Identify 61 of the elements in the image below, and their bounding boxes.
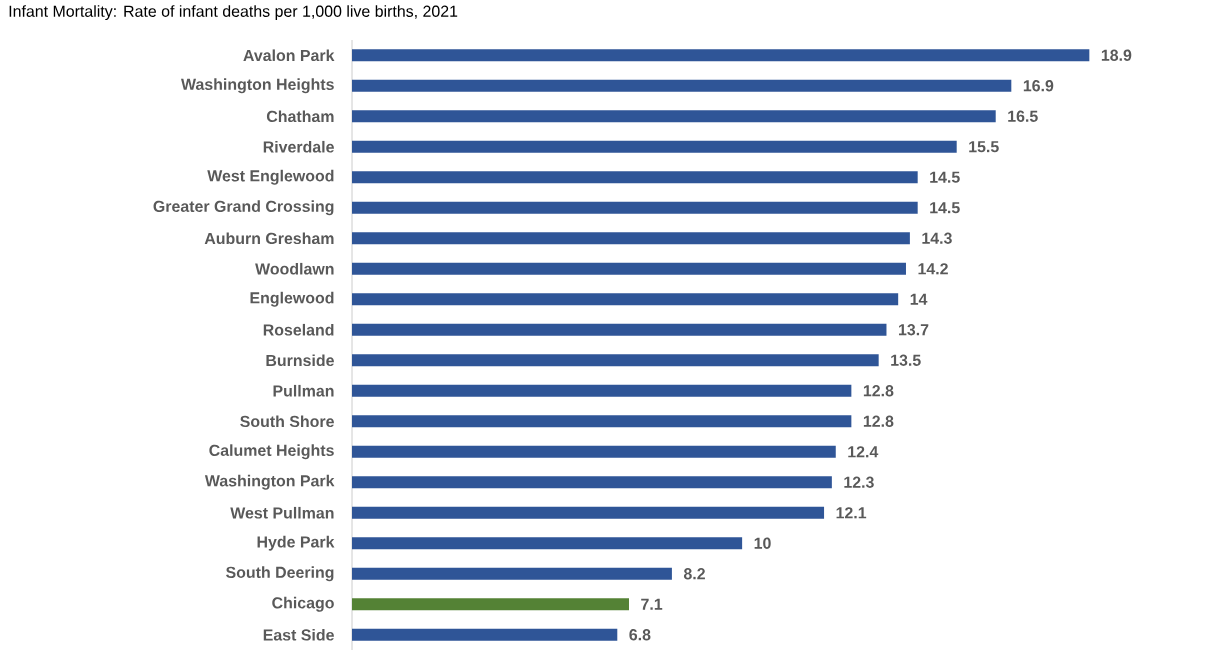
y-tick-label: Washington Heights (181, 78, 334, 94)
y-tick-label: Washington Park (204, 474, 335, 490)
bar (352, 110, 996, 123)
y-tick-label: South Deering (226, 566, 334, 582)
y-tick-label: Englewood (250, 291, 334, 307)
data-label: 15.5 (969, 141, 999, 153)
y-tick-label: West Englewood (207, 169, 334, 185)
data-label: 6.8 (629, 629, 651, 641)
y-tick-label: Riverdale (263, 140, 334, 153)
bar (352, 323, 887, 336)
y-tick-label: Roseland (263, 323, 334, 336)
bar (352, 567, 672, 580)
data-label: 12.4 (848, 446, 879, 458)
data-label: 16.5 (1008, 110, 1038, 122)
y-tick-label: Avalon Park (243, 49, 335, 62)
y-tick-label: East Side (263, 628, 334, 641)
y-tick-label: Greater Grand Crossing (153, 200, 334, 216)
bar (352, 354, 879, 367)
data-label: 12.8 (863, 385, 894, 397)
bar (352, 49, 1090, 62)
data-label: 13.5 (891, 354, 921, 366)
bar (352, 445, 836, 458)
bar (352, 384, 852, 397)
bar (352, 628, 618, 641)
data-label: 12.3 (844, 476, 874, 488)
y-tick-label: Hyde Park (257, 535, 335, 551)
y-tick-label: Auburn Gresham (204, 232, 334, 245)
bar (352, 140, 957, 153)
data-label: 10 (754, 537, 771, 549)
y-tick-label: Pullman (273, 384, 334, 397)
bar (352, 293, 899, 306)
y-tick-label: Calumet Heights (209, 444, 334, 460)
data-label: 14.5 (930, 171, 960, 183)
bar (352, 476, 832, 489)
y-tick-label: Chatham (266, 110, 334, 123)
bar (352, 79, 1012, 92)
bar (352, 262, 906, 275)
data-label: 12.1 (836, 507, 867, 519)
data-label: 14.2 (918, 263, 948, 275)
bar (352, 171, 918, 184)
data-label: 8.2 (683, 568, 705, 580)
bar (352, 506, 825, 519)
y-tick-label: South Shore (240, 415, 334, 428)
y-tick-label: Burnside (266, 354, 334, 367)
bar (352, 232, 910, 245)
y-tick-label: Chicago (272, 596, 334, 612)
data-label: 14.3 (922, 232, 952, 244)
data-label: 14 (910, 293, 928, 305)
bar (352, 598, 629, 611)
bar (352, 415, 852, 428)
bar (352, 201, 918, 214)
data-label: 7.1 (641, 598, 663, 610)
data-label: 16.9 (1023, 80, 1054, 92)
data-label: 18.9 (1101, 49, 1132, 61)
data-label: 12.8 (863, 415, 894, 427)
bar (352, 537, 743, 550)
data-label: 13.7 (898, 324, 929, 336)
chart-title: Infant Mortality: Rate of infant deaths per 1,000 live births, 2021 (9, 5, 458, 21)
y-tick-label: West Pullman (230, 506, 334, 519)
y-tick-label: Woodlawn (255, 262, 334, 275)
data-label: 14.5 (930, 202, 960, 214)
